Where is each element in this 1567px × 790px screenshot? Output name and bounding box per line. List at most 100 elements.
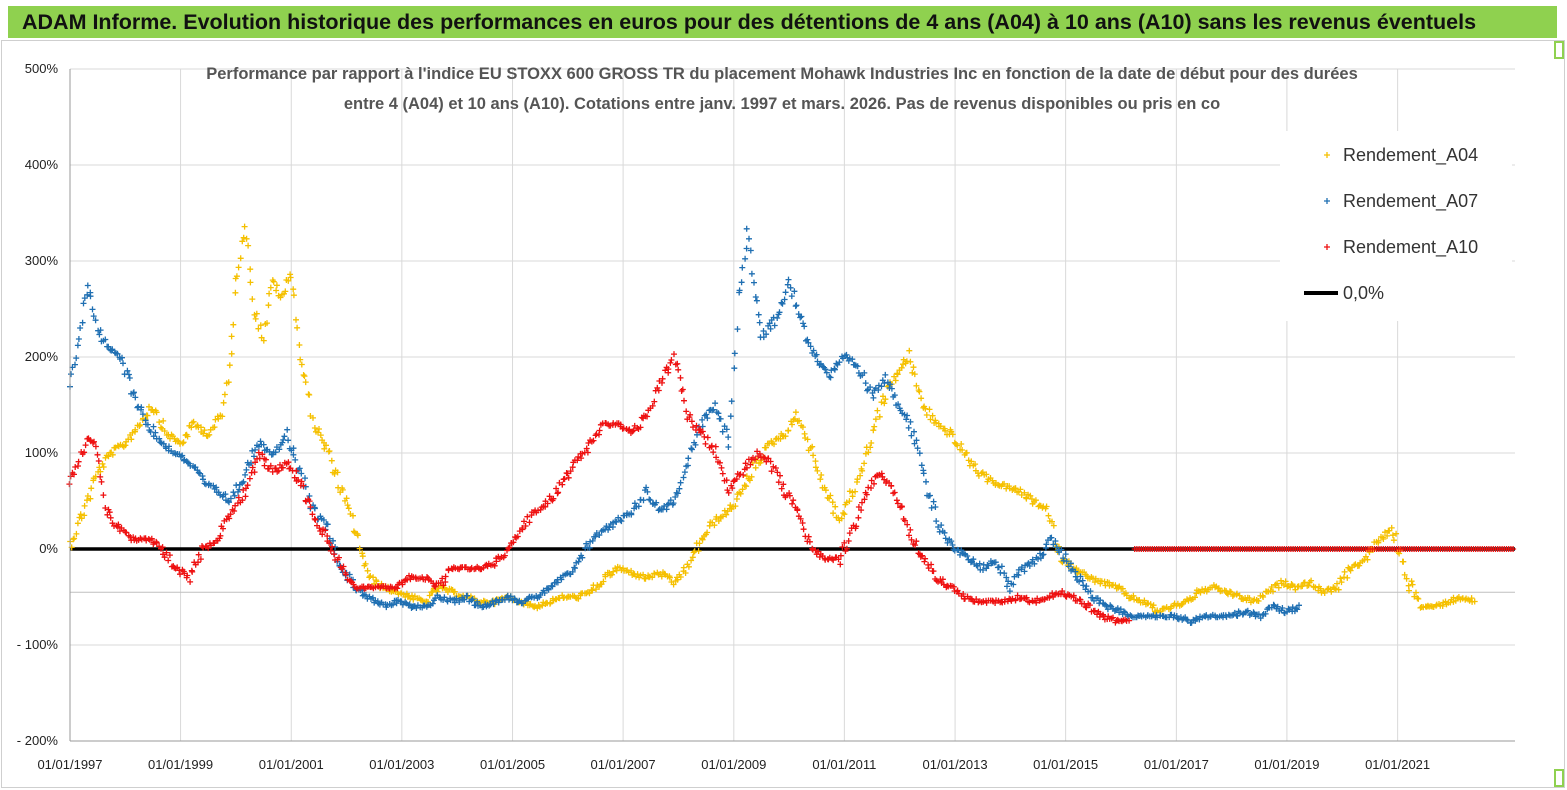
data-point: [906, 347, 913, 354]
report-banner: ADAM Informe. Evolution historique des p…: [8, 6, 1557, 38]
data-point: [1471, 598, 1478, 605]
data-point: [713, 454, 720, 461]
data-point: [1393, 530, 1400, 537]
data-point: [1033, 599, 1040, 606]
y-tick-label: 0%: [39, 541, 58, 556]
data-point: [704, 434, 711, 441]
data-point: [275, 467, 282, 474]
data-point: [298, 470, 305, 477]
data-point: [739, 486, 746, 493]
data-point: [812, 458, 819, 465]
data-point: [148, 535, 155, 542]
data-point: [575, 558, 582, 565]
data-point: [71, 471, 77, 478]
data-point: [870, 394, 877, 401]
data-point: [227, 495, 234, 502]
data-point: [510, 539, 517, 546]
data-point: [242, 493, 249, 500]
data-point: [830, 510, 837, 517]
data-point: [402, 599, 409, 606]
data-point: [725, 489, 732, 496]
data-point: [370, 574, 377, 581]
data-point: [767, 325, 774, 332]
data-point: [1236, 592, 1243, 599]
data-point: [558, 576, 565, 583]
data-point: [771, 322, 778, 329]
data-point: [68, 371, 74, 378]
data-point: [106, 509, 113, 516]
data-point: [114, 350, 121, 357]
data-point: [960, 591, 967, 597]
data-point: [695, 548, 702, 554]
data-point: [690, 549, 697, 556]
data-point: [1058, 546, 1065, 553]
data-point: [671, 351, 677, 358]
data-point: [774, 315, 781, 321]
data-point: [752, 294, 759, 300]
data-point: [900, 356, 907, 363]
data-point: [693, 422, 700, 429]
data-point: [589, 537, 596, 544]
data-point: [231, 508, 238, 514]
data-point: [731, 365, 738, 372]
data-point: [1270, 588, 1276, 595]
data-point: [583, 540, 590, 547]
data-point: [790, 497, 797, 504]
data-point: [108, 347, 115, 354]
data-point: [265, 302, 272, 309]
data-point: [878, 383, 885, 390]
data-point: [579, 554, 586, 561]
data-point: [451, 588, 458, 595]
data-point: [255, 449, 262, 456]
data-point: [809, 443, 816, 450]
data-point: [751, 279, 757, 286]
data-point: [249, 447, 256, 454]
data-point: [279, 439, 286, 446]
data-point: [546, 493, 553, 500]
x-tick-label: 01/01/2021: [1365, 757, 1430, 772]
chart-title-line2: entre 4 (A04) et 10 ans (A10). Cotations…: [344, 95, 1220, 113]
data-point: [785, 276, 792, 283]
data-point: [273, 282, 280, 289]
data-point: [564, 470, 571, 477]
data-point: [190, 418, 197, 425]
data-point: [237, 255, 244, 262]
x-tick-label: 01/01/2019: [1254, 757, 1319, 772]
data-point: [474, 598, 481, 605]
data-point: [980, 567, 986, 573]
data-point: [972, 461, 979, 468]
data-point: [904, 412, 911, 419]
data-point: [738, 279, 745, 286]
data-point: [1347, 567, 1354, 574]
data-point: [189, 568, 196, 575]
data-point: [279, 464, 286, 471]
data-point: [242, 471, 249, 478]
data-point: [328, 457, 335, 464]
data-point: [814, 358, 821, 365]
data-point: [995, 564, 1002, 571]
data-point: [1003, 574, 1010, 581]
data-point: [1080, 582, 1087, 589]
data-point: [674, 576, 681, 583]
data-point: [1141, 597, 1148, 604]
data-point: [631, 500, 638, 507]
x-tick-label: 01/01/2013: [923, 757, 988, 772]
data-point: [778, 485, 785, 492]
data-point: [838, 515, 845, 522]
data-point: [888, 483, 895, 489]
data-point: [120, 360, 126, 367]
data-point: [712, 400, 719, 407]
data-point: [157, 424, 164, 431]
data-point: [694, 431, 700, 438]
data-point: [177, 571, 183, 578]
data-point: [852, 488, 859, 495]
legend-label: 0,0%: [1343, 283, 1384, 303]
data-point: [163, 549, 170, 556]
data-point: [1010, 581, 1017, 588]
data-point: [514, 533, 521, 540]
data-point: [257, 322, 264, 329]
data-point: [539, 602, 546, 609]
data-point: [1012, 485, 1019, 492]
data-point: [77, 511, 84, 518]
data-point: [235, 494, 242, 501]
